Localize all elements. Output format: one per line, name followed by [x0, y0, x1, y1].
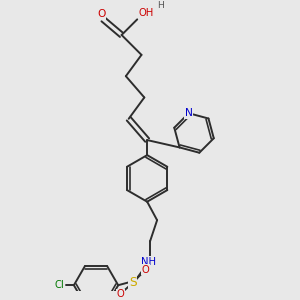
Text: Cl: Cl	[54, 280, 64, 290]
Text: NH: NH	[141, 257, 156, 267]
Text: O: O	[142, 265, 150, 275]
Text: O: O	[97, 9, 105, 19]
Text: N: N	[185, 108, 193, 118]
Text: OH: OH	[139, 8, 154, 18]
Text: S: S	[129, 276, 137, 289]
Text: O: O	[116, 289, 124, 299]
Text: H: H	[157, 1, 164, 10]
